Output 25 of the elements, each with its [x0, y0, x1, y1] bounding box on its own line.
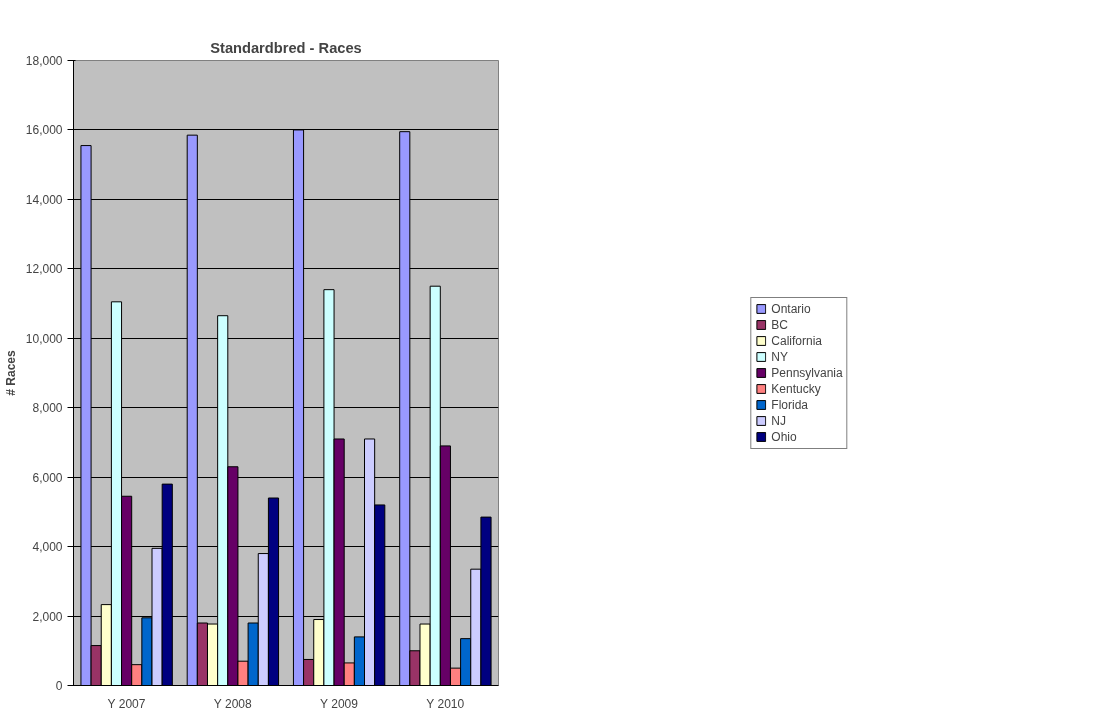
legend-label: Florida	[771, 397, 808, 412]
x-tick-label: Y 2007	[107, 696, 146, 711]
legend-label: Ohio	[771, 429, 797, 444]
legend-label: BC	[771, 317, 789, 332]
chart-title: Standardbred - Races	[210, 39, 362, 56]
legend-label: Pennsylvania	[771, 365, 843, 380]
legend-label: Kentucky	[771, 381, 821, 396]
y-tick-label: 8,000	[32, 401, 63, 416]
y-tick-label: 10,000	[25, 331, 63, 346]
legend-label: NJ	[771, 413, 787, 428]
y-tick-label: 18,000	[25, 54, 63, 68]
legend-label: California	[771, 333, 823, 348]
y-tick-label: 14,000	[25, 192, 63, 207]
y-tick-label: 2,000	[32, 609, 63, 624]
x-tick-label: Y 2009	[320, 696, 359, 711]
y-tick-label: 0	[55, 679, 63, 693]
x-tick-label: Y 2008	[213, 696, 252, 711]
y-axis-title: # Races	[3, 349, 18, 396]
y-tick-label: 12,000	[25, 262, 63, 277]
x-tick-label: Y 2010	[426, 696, 465, 711]
y-tick-label: 6,000	[32, 470, 63, 485]
y-tick-label: 4,000	[32, 540, 63, 555]
y-tick-label: 16,000	[25, 123, 63, 138]
legend-label: Ontario	[771, 301, 811, 316]
legend-label: NY	[771, 349, 789, 364]
